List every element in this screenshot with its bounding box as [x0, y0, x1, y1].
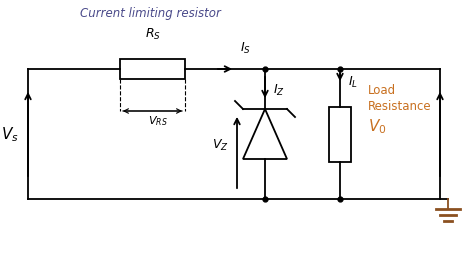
Polygon shape	[243, 109, 287, 159]
Bar	[329, 107, 351, 162]
Text: $\mathit{I_Z}$: $\mathit{I_Z}$	[273, 82, 285, 97]
Bar	[120, 60, 185, 80]
Text: $\mathit{V_0}$: $\mathit{V_0}$	[368, 117, 387, 136]
Text: $\mathit{I_S}$: $\mathit{I_S}$	[240, 41, 251, 56]
Text: $\mathit{R_S}$: $\mathit{R_S}$	[145, 27, 161, 42]
Text: Resistance: Resistance	[368, 100, 432, 113]
Text: Load: Load	[368, 83, 396, 96]
Text: $\mathit{V_s}$: $\mathit{V_s}$	[1, 125, 19, 144]
Text: $\mathit{V_{RS}}$: $\mathit{V_{RS}}$	[148, 114, 167, 127]
Text: Current limiting resistor: Current limiting resistor	[80, 7, 221, 20]
Text: $\mathit{V_Z}$: $\mathit{V_Z}$	[212, 137, 228, 152]
Text: $\mathit{I_L}$: $\mathit{I_L}$	[348, 74, 358, 89]
